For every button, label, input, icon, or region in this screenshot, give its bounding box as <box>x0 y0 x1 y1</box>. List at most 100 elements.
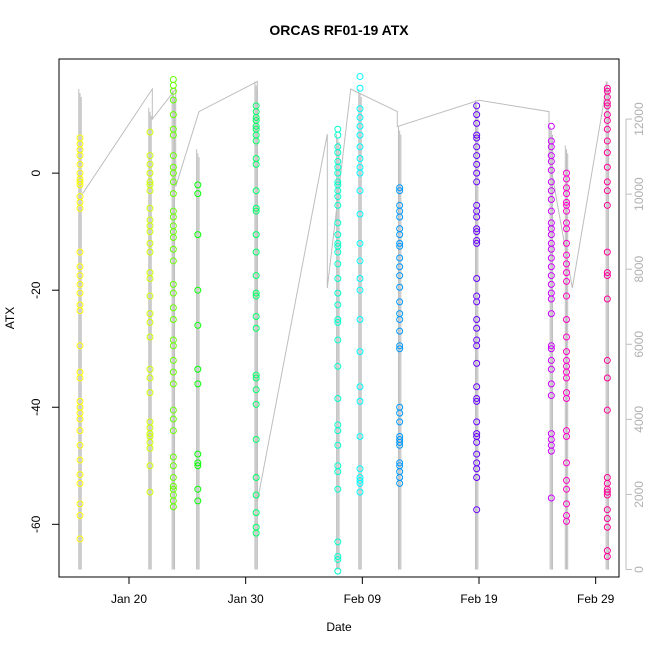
data-point <box>334 555 342 563</box>
data-point <box>252 529 260 537</box>
data-point <box>146 365 154 373</box>
data-point <box>252 160 260 168</box>
data-point <box>603 523 611 531</box>
data-point <box>146 204 154 212</box>
data-point <box>356 169 364 177</box>
data-point <box>547 263 555 271</box>
data-point <box>252 272 260 280</box>
data-point <box>603 84 611 92</box>
chart-title: ORCAS RF01-19 ATX <box>269 22 409 38</box>
data-point <box>547 231 555 239</box>
data-point <box>194 459 202 467</box>
data-point <box>473 430 481 438</box>
y-axis-title: ATX <box>3 307 17 329</box>
data-point <box>252 248 260 256</box>
data-point <box>547 365 555 373</box>
data-point <box>252 289 260 297</box>
data-point <box>473 274 481 282</box>
data-point <box>396 239 404 247</box>
data-point <box>547 494 555 502</box>
data-point <box>603 102 611 110</box>
data-point <box>396 298 404 306</box>
data-point <box>603 137 611 145</box>
data-point <box>194 497 202 505</box>
data-point <box>76 535 84 543</box>
data-point <box>146 318 154 326</box>
data-point <box>603 248 611 256</box>
data-point <box>356 348 364 356</box>
data-point <box>169 356 177 364</box>
data-point <box>356 210 364 218</box>
data-point <box>603 488 611 496</box>
data-point <box>252 509 260 517</box>
data-point <box>169 169 177 177</box>
data-point <box>603 187 611 195</box>
x-tick-label: Jan 20 <box>111 592 147 606</box>
data-point <box>146 488 154 496</box>
data-point <box>334 231 342 239</box>
data-point <box>473 119 481 127</box>
data-point <box>563 277 570 285</box>
data-point <box>334 315 342 323</box>
data-point <box>473 236 481 244</box>
data-point <box>563 500 570 508</box>
data-point <box>356 105 364 113</box>
data-point <box>146 310 154 318</box>
data-point <box>396 438 404 446</box>
data-point <box>473 169 481 177</box>
data-point <box>563 485 570 493</box>
x-tick-label: Feb 09 <box>344 592 382 606</box>
data-point <box>169 213 177 221</box>
data-point <box>194 321 202 329</box>
data-point <box>396 184 404 192</box>
data-point <box>356 465 364 473</box>
data-point <box>547 122 555 130</box>
x-tick-label: Jan 30 <box>228 592 264 606</box>
data-point <box>473 324 481 332</box>
data-point <box>473 465 481 473</box>
data-point <box>563 333 570 341</box>
y-tick-label: -60 <box>29 515 43 533</box>
data-point <box>356 286 364 294</box>
data-point <box>76 342 84 350</box>
data-point <box>563 292 570 300</box>
x-tick-label: Feb 19 <box>460 592 498 606</box>
data-point <box>396 479 404 487</box>
data-point <box>252 313 260 321</box>
data-point <box>563 459 570 467</box>
data-point <box>334 427 342 435</box>
data-point <box>334 394 342 402</box>
data-point <box>76 160 84 168</box>
data-point <box>169 368 177 376</box>
data-point <box>356 155 364 163</box>
data-point <box>169 482 177 490</box>
data-point <box>169 96 177 104</box>
data-point <box>252 386 260 394</box>
data-point <box>473 342 481 350</box>
data-point <box>356 114 364 122</box>
data-point <box>76 500 84 508</box>
data-point <box>169 131 177 139</box>
data-point <box>356 239 364 247</box>
data-point <box>146 292 154 300</box>
x-axis-title: Date <box>326 620 352 634</box>
data-point <box>473 102 481 110</box>
data-point <box>547 187 555 195</box>
data-point <box>563 394 570 402</box>
data-point <box>169 503 177 511</box>
data-point <box>252 435 260 443</box>
y2-tick-label: 0 <box>632 566 646 573</box>
data-point <box>603 201 611 209</box>
data-point <box>473 239 481 247</box>
data-point <box>334 201 342 209</box>
data-point <box>169 234 177 242</box>
data-point <box>252 371 260 379</box>
data-point <box>146 160 154 168</box>
data-point <box>252 231 260 239</box>
data-point <box>603 269 611 277</box>
data-point <box>356 397 364 405</box>
data-point <box>396 342 404 350</box>
data-point <box>396 345 404 353</box>
data-point <box>169 81 177 89</box>
data-point <box>146 152 154 160</box>
